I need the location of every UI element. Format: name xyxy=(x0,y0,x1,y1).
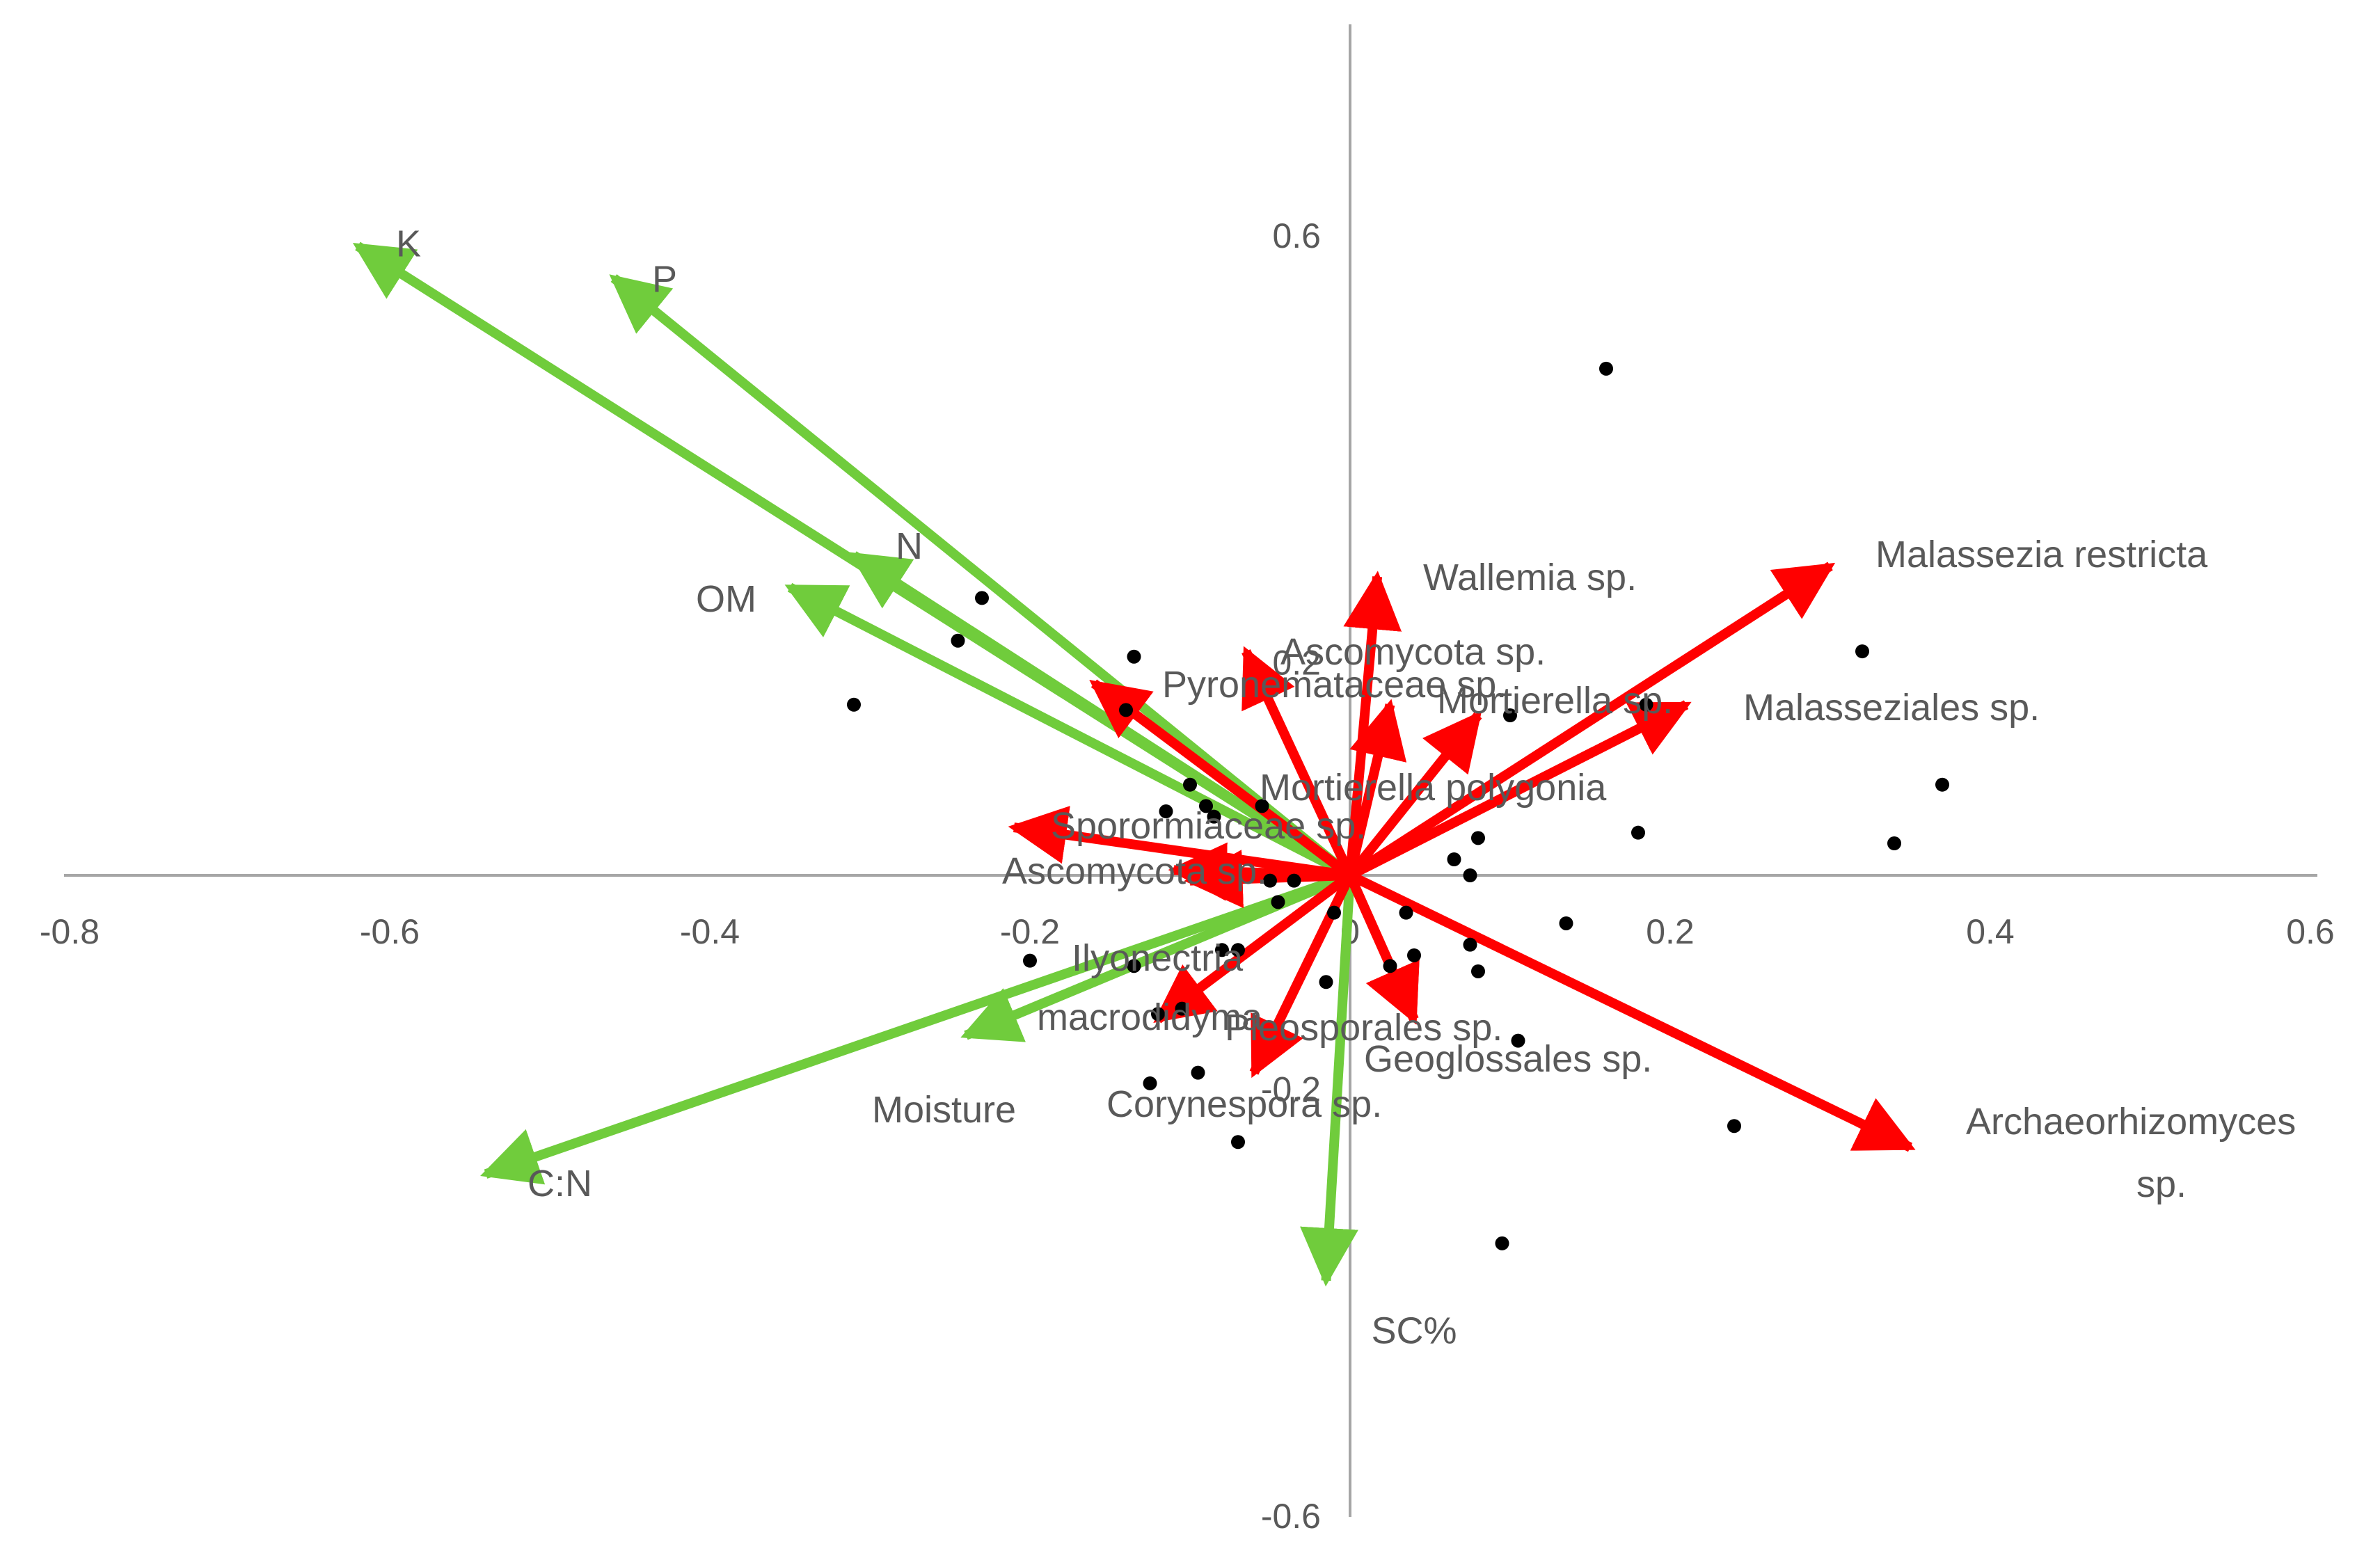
sample-point xyxy=(1143,1076,1157,1090)
species-vector-label: Wallemia sp. xyxy=(1423,557,1637,598)
tick-labels: -0.8-0.6-0.4-0.200.20.40.60.60.2-0.2-0.6 xyxy=(40,216,2335,1536)
species-vector-label: Pleosporales sp. xyxy=(1225,1007,1502,1049)
environment-vector xyxy=(1300,875,1358,1287)
sample-points xyxy=(847,361,1949,1250)
sample-point xyxy=(1471,964,1485,978)
sample-point xyxy=(1151,1007,1165,1021)
x-tick-label: -0.4 xyxy=(680,912,740,951)
vector-labels: K P N OM Moisture C:N SC% Malassezia restricta W… xyxy=(396,223,2296,1352)
species-vector-label: Malasseziales sp. xyxy=(1743,687,2040,729)
sample-point xyxy=(1383,959,1397,973)
sample-point xyxy=(1471,831,1485,845)
sample-point xyxy=(1127,959,1141,973)
x-tick-label: -0.8 xyxy=(40,912,100,951)
sample-point xyxy=(847,697,861,712)
species-vector xyxy=(1153,871,1354,1024)
species-vector-label: Sporormiaceae sp. xyxy=(1051,805,1366,847)
sample-point xyxy=(1191,1065,1205,1080)
sample-point xyxy=(1599,361,1613,376)
species-vector-label: Pyronemataceae sp. xyxy=(1162,664,1507,706)
sample-point xyxy=(1263,873,1277,888)
sample-point xyxy=(1463,868,1477,882)
sample-point xyxy=(1183,777,1197,792)
species-vector-label: macrodidyma xyxy=(1037,996,1263,1038)
sample-point xyxy=(1231,1135,1245,1150)
x-tick-label: -0.2 xyxy=(1000,912,1060,951)
environment-vector xyxy=(480,870,1352,1185)
sample-point xyxy=(1495,1236,1509,1250)
sample-point xyxy=(1407,948,1421,962)
sample-point xyxy=(1855,644,1869,659)
species-vector-label: Ilyonectria xyxy=(1072,937,1244,979)
sample-point xyxy=(1023,953,1037,968)
sample-point xyxy=(1727,1119,1741,1134)
x-tick-label: 0.2 xyxy=(1646,912,1695,951)
sample-point xyxy=(1935,777,1949,792)
species-vector-label: Geoglossales sp. xyxy=(1364,1038,1652,1080)
sample-point xyxy=(1287,873,1301,888)
species-vector-label: Malassezia restricta xyxy=(1875,534,2208,575)
species-vector-label: Ascomycota sp. xyxy=(1280,631,1546,673)
species-vector-label: Mortierella sp. xyxy=(1437,680,1673,722)
species-vector xyxy=(1241,646,1355,877)
species-vector xyxy=(1347,870,1916,1152)
sample-point xyxy=(1175,1001,1189,1016)
sample-point xyxy=(1447,852,1461,867)
species-vector xyxy=(1346,710,1482,879)
environment-vector-label: K xyxy=(396,223,421,265)
species-vector-label: Archaeorhizomyces xyxy=(1966,1101,2296,1143)
environment-vector-label: Moisture xyxy=(872,1089,1016,1131)
sample-point xyxy=(1127,649,1141,664)
sample-point xyxy=(1503,708,1517,723)
environment-vector-label: N xyxy=(896,525,923,567)
sample-point xyxy=(1119,703,1133,717)
y-tick-label: -0.6 xyxy=(1261,1497,1321,1536)
environment-vector-label: P xyxy=(652,259,677,301)
species-vector xyxy=(1347,700,1692,880)
environment-vectors xyxy=(352,241,1358,1287)
sample-point xyxy=(1399,905,1413,920)
species-vectors xyxy=(1008,562,1916,1152)
sample-point xyxy=(1255,799,1269,813)
sample-point xyxy=(951,633,965,648)
sample-point xyxy=(1319,975,1333,989)
x-tick-label: 0.4 xyxy=(1966,912,2015,951)
sample-point xyxy=(1887,836,1901,851)
x-tick-label: -0.6 xyxy=(360,912,420,951)
species-vector xyxy=(1089,679,1354,880)
environment-vector-label: OM xyxy=(696,578,756,620)
sample-point xyxy=(1639,697,1653,712)
species-vector-label: Corynespora sp. xyxy=(1106,1083,1382,1125)
sample-point xyxy=(1231,943,1245,957)
sample-point xyxy=(1271,895,1285,909)
sample-point xyxy=(1159,804,1173,819)
sample-point xyxy=(1199,799,1213,813)
environment-vector-label: SC% xyxy=(1372,1310,1457,1352)
species-vector-label: sp. xyxy=(2136,1163,2187,1205)
y-tick-label: 0.6 xyxy=(1272,216,1321,255)
x-tick-label: 0.6 xyxy=(2286,912,2335,951)
environment-vector xyxy=(609,274,1354,880)
species-vector-label: Ascomycota sp. xyxy=(1002,850,1267,892)
species-vector xyxy=(1345,699,1407,877)
sample-point xyxy=(1511,1033,1525,1048)
species-vector-label: Mortierella polygonia xyxy=(1260,767,1607,809)
sample-point xyxy=(975,591,989,605)
sample-point xyxy=(1559,916,1573,930)
species-vector xyxy=(1347,562,1836,880)
sample-point xyxy=(1463,937,1477,952)
sample-point xyxy=(1215,943,1229,957)
environment-vector-label: C:N xyxy=(527,1163,592,1204)
sample-point xyxy=(1631,825,1645,840)
sample-point xyxy=(1207,809,1221,824)
sample-point xyxy=(1327,905,1341,920)
environment-vector xyxy=(784,582,1353,880)
species-vector xyxy=(1345,873,1420,1025)
